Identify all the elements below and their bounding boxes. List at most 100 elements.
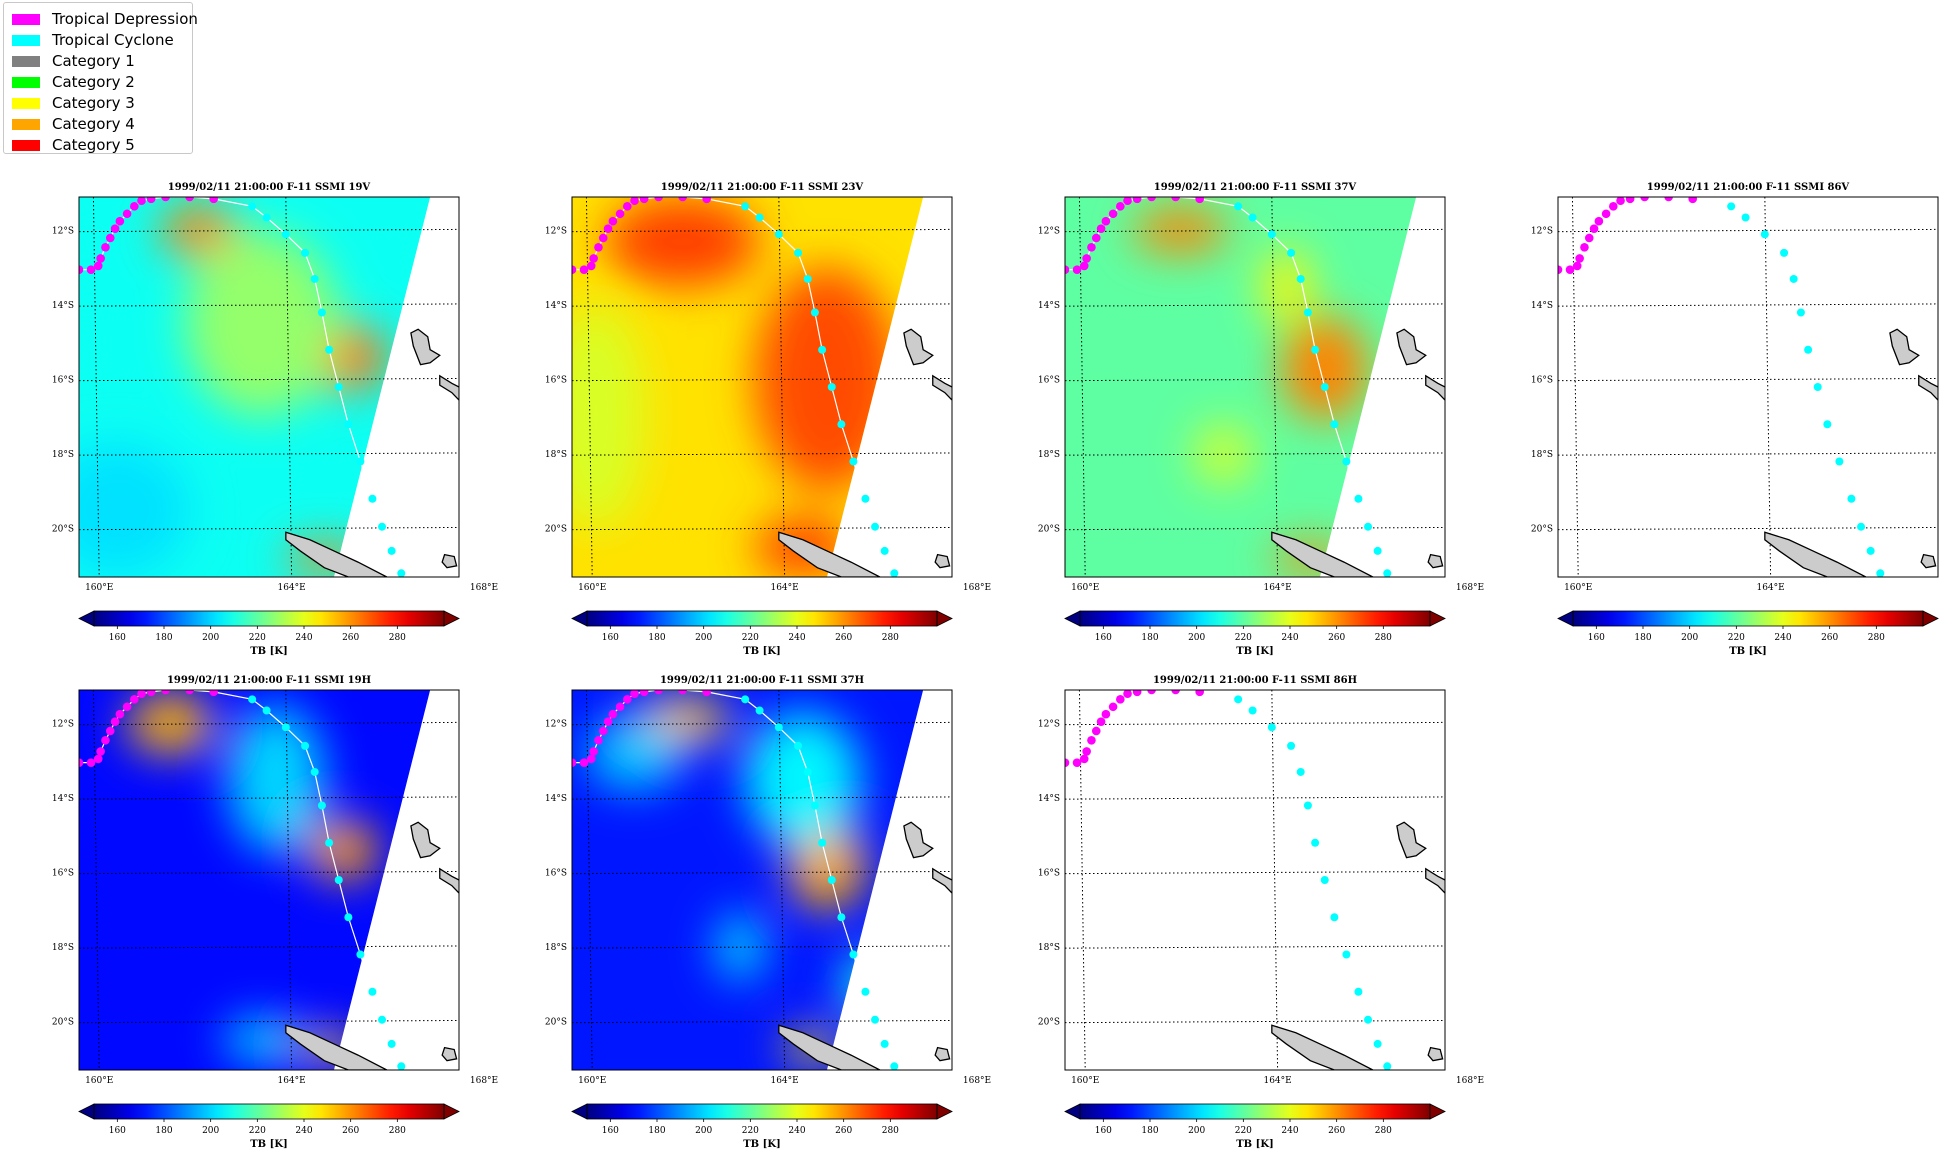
parallel (1065, 377, 1445, 382)
map-panel-19h: 1999/02/11 21:00:00 F-11 SSMI 19H 12°S 14°… (52, 675, 498, 1150)
colorbar-tick-label: 200 (202, 633, 219, 643)
track-point-cyclone (1857, 522, 1866, 531)
lon-tick-label: 164°E (770, 1076, 798, 1086)
track-point-depression (110, 224, 120, 233)
track-point-depression (105, 726, 115, 736)
track-point-cyclone (281, 723, 290, 732)
track-point-depression (579, 758, 589, 767)
track-point-depression (1096, 224, 1106, 233)
track-point-depression (1609, 202, 1618, 211)
track-point-depression (1171, 690, 1180, 695)
colorbar-tick-label: 160 (1588, 633, 1605, 643)
lat-tick-label: 20°S (545, 1018, 567, 1028)
colorbar-tick-label: 260 (1328, 633, 1345, 643)
parallel (1065, 721, 1445, 726)
colorbar-tick-label: 220 (249, 1126, 266, 1136)
track-point-depression (1565, 265, 1575, 274)
colorbar-tick-label: 240 (295, 1126, 312, 1136)
track-point-cyclone (1789, 274, 1798, 283)
parallel (79, 452, 459, 456)
lat-tick-label: 12°S (1531, 227, 1553, 237)
track-point-cyclone (1835, 457, 1844, 466)
track-point-depression (130, 202, 139, 211)
track-point-depression (639, 197, 649, 204)
track-point-cyclone (356, 950, 365, 959)
track-point-depression (1096, 717, 1106, 726)
track-point-depression (209, 197, 218, 204)
colorbar-extend-low (78, 1103, 95, 1120)
track-point-cyclone (1234, 695, 1243, 704)
lat-tick-label: 18°S (545, 450, 567, 460)
tb-feature (223, 1017, 301, 1063)
track-point-cyclone (248, 695, 257, 704)
track-point-cyclone (397, 569, 406, 577)
lon-tick-label: 160°E (1071, 583, 1099, 593)
meridian (1078, 197, 1086, 577)
lat-tick-label: 20°S (1038, 525, 1060, 535)
lon-tick-label: 168°E (1456, 1076, 1484, 1086)
colorbar-tick-label: 180 (648, 633, 665, 643)
track-point-depression (185, 197, 194, 202)
track-point-depression (623, 202, 632, 211)
track-point-depression (1082, 254, 1091, 263)
lon-tick-label: 164°E (770, 583, 798, 593)
lat-tick-label: 12°S (52, 227, 74, 237)
lat-tick-label: 14°S (52, 794, 74, 804)
track-point-cyclone (1303, 801, 1312, 810)
colorbar-frame (1079, 610, 1431, 627)
colorbar (1080, 611, 1430, 626)
meridian (971, 197, 977, 577)
track-point-depression (594, 242, 603, 252)
colorbar-tick-label: 160 (602, 1126, 619, 1136)
track-point-cyclone (344, 913, 353, 922)
lat-tick-label: 12°S (1038, 720, 1060, 730)
colorbar-tick-label: 180 (1141, 1126, 1158, 1136)
colorbar-tick-label: 220 (249, 633, 266, 643)
parallel (572, 945, 952, 949)
meridian (971, 690, 977, 1070)
colorbar-label: TB [K] (1236, 646, 1274, 657)
track-point-depression (101, 735, 110, 745)
track-point-cyclone (387, 546, 396, 555)
track-point-depression (1091, 726, 1101, 736)
panel-title: 1999/02/11 21:00:00 F-11 SSMI 37V (1154, 182, 1357, 193)
legend-label: Category 4 (52, 115, 135, 133)
colorbar-extend-low (1064, 610, 1081, 627)
track-point-depression (1072, 758, 1082, 767)
island-island-mid (1425, 374, 1445, 401)
colorbar-tick-label: 280 (389, 1126, 406, 1136)
island-island-north (903, 328, 934, 366)
track-point-cyclone (1234, 202, 1243, 211)
track-point-cyclone (890, 1062, 899, 1070)
track-point-cyclone (334, 876, 343, 884)
parallel (1065, 526, 1445, 531)
track-point-depression (161, 690, 170, 695)
track-point-depression (146, 197, 156, 204)
legend-label: Category 1 (52, 52, 135, 70)
parallel (1558, 377, 1938, 382)
track-point-cyclone (1342, 457, 1351, 466)
colorbar-frame (93, 1103, 445, 1120)
track-point-cyclone (1296, 767, 1305, 776)
track-point-cyclone (1741, 213, 1750, 222)
colorbar-tick-label: 240 (1281, 1126, 1298, 1136)
colorbar (1080, 1104, 1430, 1119)
track-point-depression (1580, 242, 1589, 252)
island-island-north (903, 821, 934, 859)
track-point-depression (579, 265, 589, 274)
island-island-mid (932, 374, 952, 401)
tb-feature (1281, 316, 1369, 421)
track-point-cyclone (397, 1062, 406, 1070)
track-point-cyclone (317, 801, 326, 810)
tb-swath (572, 197, 924, 577)
legend-label: Tropical Depression (52, 10, 198, 28)
track-point-depression (86, 265, 96, 274)
tb-feature (841, 954, 909, 1015)
colorbar-tick-label: 220 (1728, 633, 1745, 643)
lat-tick-label: 18°S (1038, 943, 1060, 953)
parallel (1065, 796, 1445, 800)
colorbar-frame (586, 610, 938, 627)
lat-tick-label: 18°S (52, 943, 74, 953)
island-new-caledonia (1271, 1024, 1374, 1070)
track-point-depression (1147, 197, 1156, 202)
